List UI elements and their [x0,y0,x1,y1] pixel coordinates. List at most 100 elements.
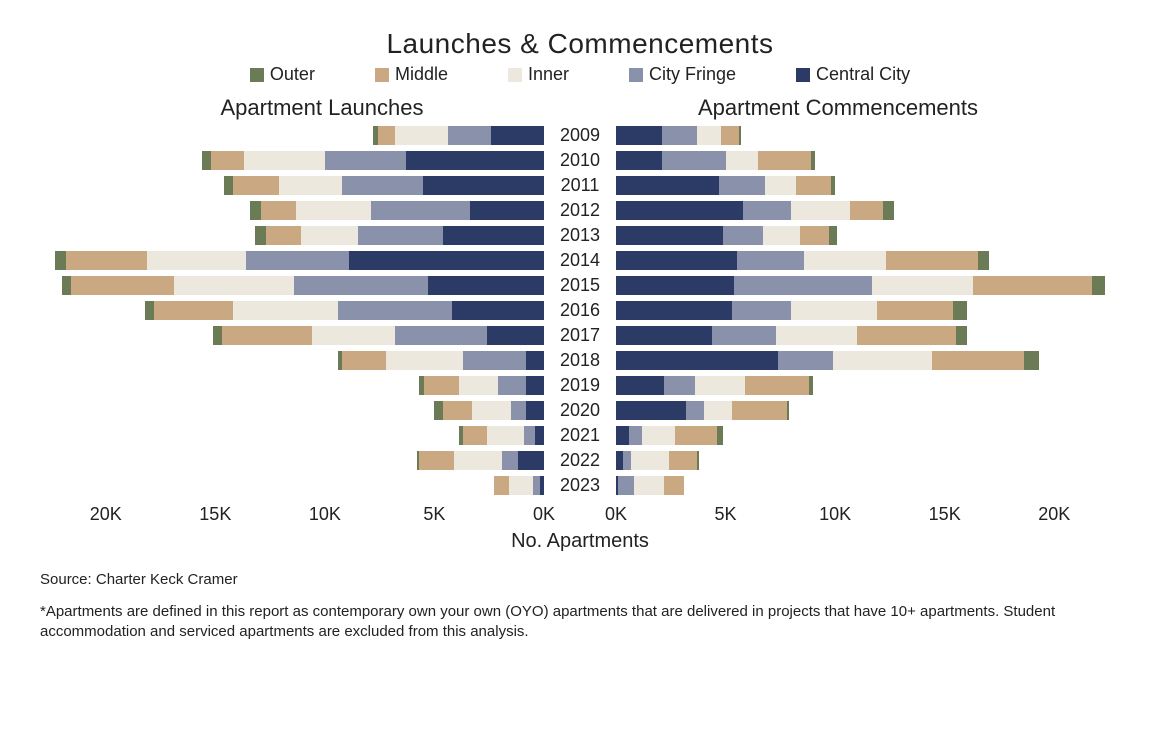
axis-tick: 20K [90,504,122,525]
bar-segment-fringe [737,251,805,270]
bar-segment-central [428,276,544,295]
axis-tick: 15K [199,504,231,525]
bar-segment-central [616,126,662,145]
legend-item: Inner [508,64,569,85]
bar-segment-middle [932,351,1024,370]
bar-segment-outer [255,226,266,245]
pyramid-chart: 2009201020112012201320142015201620172018… [40,123,1120,498]
launches-bar [40,326,544,345]
axis-tick: 0K [533,504,555,525]
year-label: 2017 [544,323,616,348]
bar-segment-outer [250,201,261,220]
bar-segment-middle [66,251,147,270]
source-text: Source: Charter Keck Cramer [40,571,1120,588]
bar-segment-inner [487,426,524,445]
subtitle-spacer [544,95,616,121]
x-axis-left: 20K15K10K5K0K [40,504,544,528]
bar-segment-inner [763,226,800,245]
commencements-bar [616,426,1120,445]
bar-segment-outer [202,151,211,170]
legend-swatch [796,68,810,82]
bar-segment-fringe [498,376,526,395]
year-label: 2012 [544,198,616,223]
legend-label: City Fringe [649,64,736,85]
bar-segment-middle [745,376,809,395]
bar-segment-middle [211,151,244,170]
bar-segment-central [616,226,723,245]
bar-segment-inner [386,351,463,370]
bar-segment-inner [726,151,759,170]
bar-segment-inner [147,251,246,270]
bar-segment-middle [721,126,739,145]
chart-row: 2009 [40,123,1120,148]
bar-segment-outer [434,401,443,420]
bar-segment-fringe [778,351,833,370]
subtitle-left: Apartment Launches [40,95,544,121]
bar-segment-middle [732,401,787,420]
bar-segment-middle [800,226,828,245]
bar-segment-central [443,226,544,245]
launches-bar [40,276,544,295]
commencements-bar [616,126,1120,145]
bar-segment-outer [62,276,71,295]
chart-row: 2017 [40,323,1120,348]
bar-segment-outer [978,251,989,270]
bar-segment-fringe [623,451,632,470]
bar-segment-middle [877,301,954,320]
bar-segment-central [487,326,544,345]
bar-segment-fringe [463,351,527,370]
bar-segment-inner [791,201,850,220]
axis-tick: 10K [309,504,341,525]
bar-segment-middle [443,401,471,420]
bar-segment-central [616,201,743,220]
bar-segment-inner [833,351,932,370]
commencements-bar [616,151,1120,170]
bar-segment-outer [883,201,894,220]
bar-segment-outer [717,426,724,445]
bar-segment-inner [704,401,732,420]
bar-segment-middle [419,451,454,470]
bar-segment-outer [787,401,789,420]
commencements-bar [616,451,1120,470]
commencements-bar [616,401,1120,420]
bar-segment-outer [224,176,233,195]
launches-bar [40,401,544,420]
bar-segment-fringe [686,401,704,420]
bar-segment-middle [266,226,301,245]
bar-segment-inner [312,326,395,345]
bar-segment-central [491,126,544,145]
year-label: 2009 [544,123,616,148]
bar-segment-outer [145,301,154,320]
bar-segment-central [518,451,544,470]
year-label: 2015 [544,273,616,298]
bar-segment-middle [154,301,233,320]
bar-segment-fringe [294,276,428,295]
legend-label: Central City [816,64,910,85]
bar-segment-fringe [502,451,517,470]
commencements-bar [616,476,1120,495]
legend-label: Inner [528,64,569,85]
launches-bar [40,426,544,445]
bar-segment-outer [739,126,741,145]
legend-label: Outer [270,64,315,85]
bar-segment-middle [424,376,459,395]
bar-segment-middle [664,476,684,495]
bar-segment-central [406,151,544,170]
commencements-bar [616,301,1120,320]
subtitle-right: Apartment Commencements [616,95,1120,121]
bar-segment-middle [261,201,296,220]
commencements-bar [616,176,1120,195]
legend-swatch [250,68,264,82]
bar-segment-inner [296,201,371,220]
bar-segment-central [526,351,544,370]
bar-segment-central [616,351,778,370]
year-label: 2018 [544,348,616,373]
bar-segment-outer [811,151,815,170]
bar-segment-middle [463,426,487,445]
bar-segment-outer [831,176,835,195]
bar-segment-inner [695,376,745,395]
commencements-bar [616,251,1120,270]
launches-bar [40,201,544,220]
chart-row: 2022 [40,448,1120,473]
bar-segment-inner [279,176,343,195]
